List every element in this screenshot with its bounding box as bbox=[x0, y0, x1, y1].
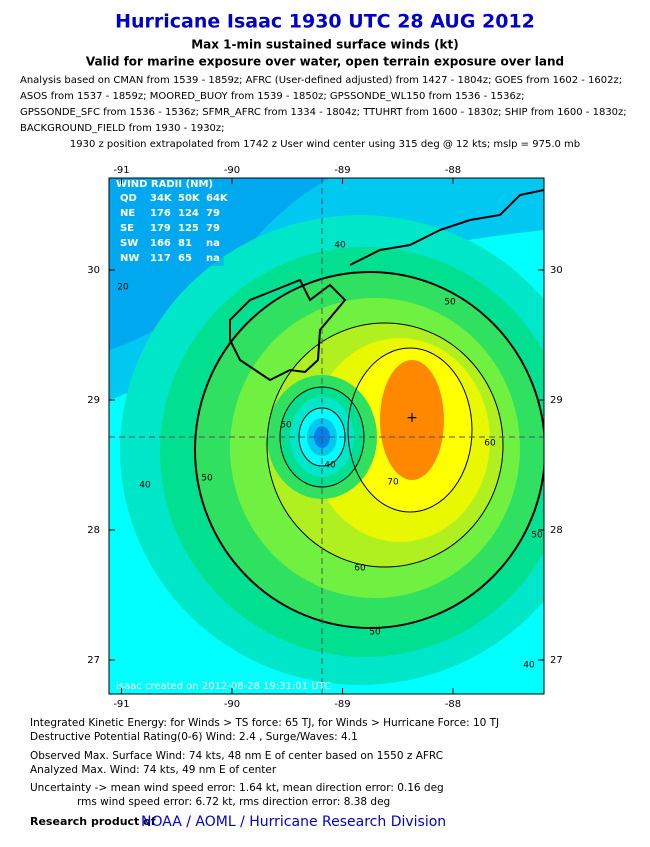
lon-label: -90 bbox=[224, 699, 240, 710]
contour-label: 50 bbox=[444, 298, 456, 308]
contour-label: 70 bbox=[387, 478, 399, 488]
footer-line: Analyzed Max. Wind: 74 kts, 49 nm E of c… bbox=[30, 764, 277, 776]
credit[interactable]: NOAA / AOML / Hurricane Research Divisio… bbox=[141, 814, 446, 830]
credit-prefix: Research product of bbox=[30, 815, 156, 828]
lat-label: 27 bbox=[550, 655, 563, 666]
radii-cell: 124 bbox=[178, 208, 199, 219]
contour-label: 60 bbox=[354, 564, 366, 574]
radii-cell: NE bbox=[120, 208, 135, 219]
footer-line: Integrated Kinetic Energy: for Winds > T… bbox=[30, 717, 499, 729]
radii-cell: na bbox=[206, 238, 220, 249]
radii-cell: 125 bbox=[178, 223, 199, 234]
radii-cell: NW bbox=[120, 253, 139, 264]
radii-header: 34K bbox=[150, 193, 173, 204]
contour-label: 60 bbox=[484, 439, 496, 449]
lon-label: -89 bbox=[334, 165, 350, 176]
lon-label: -91 bbox=[113, 165, 129, 176]
radii-cell: 79 bbox=[206, 223, 220, 234]
radii-cell: 117 bbox=[150, 253, 171, 264]
stamp: isaac created on 2012-08-28 19:31:01 UTC bbox=[116, 681, 331, 692]
radii-cell: na bbox=[206, 253, 220, 264]
lon-label: -88 bbox=[445, 699, 461, 710]
footer-line: rms wind speed error: 6.72 kt, rms direc… bbox=[77, 796, 390, 808]
subtitle: Max 1-min sustained surface winds (kt) bbox=[191, 38, 459, 52]
radii-header: 64K bbox=[206, 193, 229, 204]
subtitle: Valid for marine exposure over water, op… bbox=[86, 55, 564, 69]
position-note: 1930 z position extrapolated from 1742 z… bbox=[70, 139, 580, 150]
analysis-line: Analysis based on CMAN from 1539 - 1859z… bbox=[20, 75, 622, 86]
contour-label: 50 bbox=[531, 531, 543, 541]
lat-label: 27 bbox=[87, 655, 100, 666]
radii-cell: 81 bbox=[178, 238, 192, 249]
contour-label: 40 bbox=[334, 241, 346, 251]
radii-cell: 65 bbox=[178, 253, 192, 264]
radii-cell: 179 bbox=[150, 223, 171, 234]
radii-cell: 176 bbox=[150, 208, 171, 219]
contour-label: 50 bbox=[369, 628, 381, 638]
analysis-line: BACKGROUND_FIELD from 1930 - 1930z; bbox=[20, 123, 225, 134]
map-frame bbox=[108, 177, 545, 695]
analysis-line: GPSSONDE_SFC from 1536 - 1536z; SFMR_AFR… bbox=[20, 107, 627, 118]
radii-cell: 79 bbox=[206, 208, 220, 219]
contour-label: 50 bbox=[280, 421, 292, 431]
lat-label: 28 bbox=[87, 525, 100, 536]
lat-label: 30 bbox=[87, 265, 100, 276]
lat-label: 28 bbox=[550, 525, 563, 536]
lon-label: -89 bbox=[334, 699, 350, 710]
lon-label: -88 bbox=[445, 165, 461, 176]
footer-line: Observed Max. Surface Wind: 74 kts, 48 n… bbox=[30, 750, 443, 762]
contour-label: 40 bbox=[523, 661, 535, 671]
svg-text:+: + bbox=[406, 410, 418, 426]
radii-header: 50K bbox=[178, 193, 201, 204]
radii-cell: 166 bbox=[150, 238, 171, 249]
contour-label: 50 bbox=[201, 474, 213, 484]
footer-line: Destructive Potential Rating(0-6) Wind: … bbox=[30, 731, 358, 743]
lat-label: 29 bbox=[550, 395, 563, 406]
radii-cell: SE bbox=[120, 223, 134, 234]
contour-label: 40 bbox=[324, 461, 336, 471]
lat-label: 29 bbox=[87, 395, 100, 406]
contour-label: 20 bbox=[117, 283, 129, 293]
radii-cell: SW bbox=[120, 238, 138, 249]
analysis-line: ASOS from 1537 - 1859z; MOORED_BUOY from… bbox=[20, 91, 524, 102]
radii-title: WIND RADII (NM) bbox=[116, 179, 213, 190]
wind-radii: WIND RADII (NM) QD 34K 50K 64K NE 176 124 79 SE 17… bbox=[116, 179, 229, 264]
radii-header: QD bbox=[120, 193, 137, 204]
lat-label: 30 bbox=[550, 265, 563, 276]
lon-label: -90 bbox=[224, 165, 240, 176]
footer-line: Uncertainty -> mean wind speed error: 1.… bbox=[30, 782, 444, 794]
map: + bbox=[109, 178, 544, 694]
contour-label: 40 bbox=[139, 481, 151, 491]
title: Hurricane Isaac 1930 UTC 28 AUG 2012 bbox=[115, 11, 535, 33]
lon-label: -91 bbox=[113, 699, 129, 710]
